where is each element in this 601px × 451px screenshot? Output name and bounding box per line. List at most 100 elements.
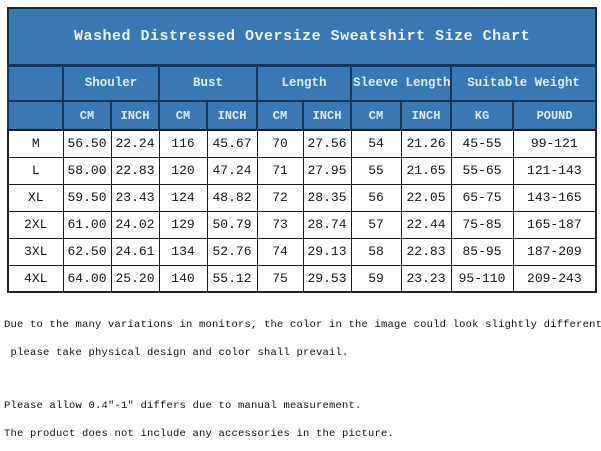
unit-header-row: CM INCH CM INCH CM INCH CM INCH KG POUND: [7, 100, 598, 131]
value-cell: 64.00: [62, 264, 112, 293]
value-cell: 22.83: [110, 156, 160, 185]
value-cell: 28.74: [302, 210, 352, 239]
chart-title: Washed Distressed Oversize Sweatshirt Si…: [6, 7, 598, 67]
value-cell: 22.44: [400, 210, 452, 239]
value-cell: 165-187: [512, 210, 597, 239]
size-chart-table: Washed Distressed Oversize Sweatshirt Si…: [6, 7, 598, 293]
size-label: 4XL: [7, 264, 64, 293]
value-cell: 116: [158, 129, 208, 158]
value-cell: 55.12: [206, 264, 258, 293]
unit-header-shoulder-cm: CM: [62, 100, 112, 131]
value-cell: 22.24: [110, 129, 160, 158]
value-cell: 55-65: [450, 156, 514, 185]
value-cell: 22.05: [400, 183, 452, 212]
value-cell: 59.50: [62, 183, 112, 212]
size-label: XL: [7, 183, 64, 212]
value-cell: 74: [256, 237, 304, 266]
value-cell: 45.67: [206, 129, 258, 158]
group-header-bust: Bust: [158, 64, 258, 102]
value-cell: 29.13: [302, 237, 352, 266]
size-label: 2XL: [7, 210, 64, 239]
value-cell: 23.23: [400, 264, 452, 293]
value-cell: 140: [158, 264, 208, 293]
note-line: please take physical design and color sh…: [4, 347, 349, 359]
value-cell: 99-121: [512, 129, 597, 158]
value-cell: 24.61: [110, 237, 160, 266]
value-cell: 134: [158, 237, 208, 266]
value-cell: 124: [158, 183, 208, 212]
value-cell: 57: [350, 210, 402, 239]
value-cell: 29.53: [302, 264, 352, 293]
color-disclaimer: Due to the many variations in monitors, …: [4, 311, 601, 367]
corner-cell-bottom: [7, 100, 64, 131]
note-line: Please allow 0.4"-1" differs due to manu…: [4, 400, 362, 412]
table-row: M 56.50 22.24 116 45.67 70 27.56 54 21.26 45-55 99…: [7, 129, 597, 158]
group-header-row: Shouler Bust Length Sleeve Length Suitab…: [7, 64, 598, 102]
value-cell: 58: [350, 237, 402, 266]
group-header-sleeve-length: Sleeve Length: [350, 64, 452, 102]
value-cell: 47.24: [206, 156, 258, 185]
value-cell: 27.56: [302, 129, 352, 158]
value-cell: 45-55: [450, 129, 514, 158]
value-cell: 73: [256, 210, 304, 239]
value-cell: 121-143: [512, 156, 597, 185]
value-cell: 71: [256, 156, 304, 185]
value-cell: 75-85: [450, 210, 514, 239]
value-cell: 75: [256, 264, 304, 293]
value-cell: 120: [158, 156, 208, 185]
unit-header-weight-pound: POUND: [511, 100, 598, 131]
table-row: L 58.00 22.83 120 47.24 71 27.95 55 21.65 55-65 12…: [7, 156, 597, 185]
value-cell: 129: [158, 210, 208, 239]
value-cell: 95-110: [450, 264, 514, 293]
value-cell: 55: [350, 156, 402, 185]
unit-header-length-cm: CM: [256, 100, 304, 131]
group-header-length: Length: [256, 64, 352, 102]
value-cell: 59: [350, 264, 402, 293]
corner-cell-top: [7, 64, 64, 102]
value-cell: 22.83: [400, 237, 452, 266]
value-cell: 28.35: [302, 183, 352, 212]
size-label: L: [7, 156, 64, 185]
table-row: XL 59.50 23.43 124 48.82 72 28.35 56 22.05 65-75 1…: [7, 183, 597, 212]
value-cell: 48.82: [206, 183, 258, 212]
unit-header-sleeve-inch: INCH: [400, 100, 452, 131]
size-label: M: [7, 129, 64, 158]
table-row: 2XL 61.00 24.02 129 50.79 73 28.74 57 22.44 75-85…: [7, 210, 597, 239]
value-cell: 209-243: [512, 264, 597, 293]
unit-header-sleeve-cm: CM: [350, 100, 402, 131]
value-cell: 65-75: [450, 183, 514, 212]
value-cell: 21.26: [400, 129, 452, 158]
value-cell: 27.95: [302, 156, 352, 185]
value-cell: 21.65: [400, 156, 452, 185]
value-cell: 187-209: [512, 237, 597, 266]
table-row: 3XL 62.50 24.61 134 52.76 74 29.13 58 22.83 85-95…: [7, 237, 597, 266]
note-line: Due to the many variations in monitors, …: [4, 319, 601, 331]
value-cell: 143-165: [512, 183, 597, 212]
table-row: 4XL 64.00 25.20 140 55.12 75 29.53 59 23.23 95-11…: [7, 264, 597, 293]
title-row: Washed Distressed Oversize Sweatshirt Si…: [6, 7, 598, 67]
unit-header-length-inch: INCH: [302, 100, 352, 131]
unit-header-bust-cm: CM: [158, 100, 208, 131]
value-cell: 52.76: [206, 237, 258, 266]
unit-header-bust-inch: INCH: [206, 100, 258, 131]
value-cell: 54: [350, 129, 402, 158]
unit-header-shoulder-inch: INCH: [110, 100, 160, 131]
value-cell: 25.20: [110, 264, 160, 293]
value-cell: 56.50: [62, 129, 112, 158]
group-header-shoulder: Shouler: [62, 64, 160, 102]
value-cell: 24.02: [110, 210, 160, 239]
note-line: The product does not include any accesso…: [4, 428, 395, 440]
value-cell: 62.50: [62, 237, 112, 266]
value-cell: 58.00: [62, 156, 112, 185]
value-cell: 85-95: [450, 237, 514, 266]
value-cell: 70: [256, 129, 304, 158]
size-label: 3XL: [7, 237, 64, 266]
value-cell: 72: [256, 183, 304, 212]
measurement-disclaimer: Please allow 0.4"-1" differs due to manu…: [4, 392, 394, 448]
value-cell: 23.43: [110, 183, 160, 212]
value-cell: 56: [350, 183, 402, 212]
group-header-suitable-weight: Suitable Weight: [449, 64, 598, 102]
value-cell: 61.00: [62, 210, 112, 239]
unit-header-weight-kg: KG: [450, 100, 514, 131]
